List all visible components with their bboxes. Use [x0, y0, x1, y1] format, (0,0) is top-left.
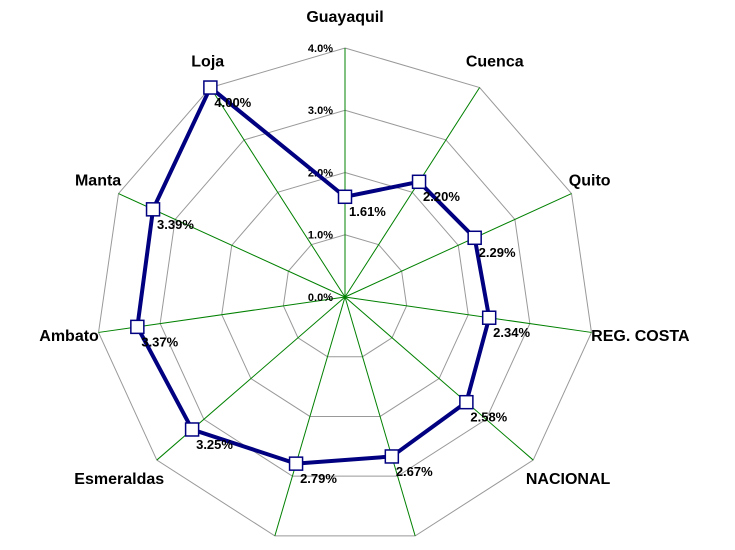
- marker: [411, 174, 427, 190]
- marker: [481, 310, 497, 325]
- marker: [459, 394, 474, 410]
- value-label: 4.00%: [214, 95, 251, 110]
- category-label: Quito: [569, 172, 611, 189]
- grid-ring: [98, 47, 592, 537]
- spoke: [209, 87, 346, 298]
- tick-label: 3.0%: [308, 105, 333, 117]
- spoke: [344, 296, 592, 333]
- spoke: [274, 296, 346, 537]
- value-label: 1.61%: [349, 204, 386, 219]
- tick-label: 0.0%: [308, 292, 333, 304]
- grid-ring: [221, 171, 469, 417]
- grid-ring: [159, 109, 531, 477]
- spoke: [344, 296, 416, 537]
- value-label: 3.25%: [196, 437, 233, 452]
- marker: [184, 422, 200, 437]
- spoke: [344, 193, 572, 298]
- marker: [384, 449, 400, 464]
- category-label: Esmeraldas: [74, 471, 164, 488]
- value-label: 2.67%: [396, 464, 433, 479]
- category-label: NACIONAL: [526, 471, 611, 488]
- spoke: [344, 296, 534, 461]
- marker: [145, 202, 161, 217]
- value-label: 3.39%: [157, 217, 194, 232]
- tick-label: 1.0%: [308, 230, 333, 242]
- spoke: [344, 87, 481, 298]
- series-line: [135, 84, 492, 466]
- value-label: 2.79%: [300, 471, 337, 486]
- category-label: Ambato: [39, 328, 99, 345]
- category-label: Manta: [75, 172, 121, 189]
- value-label: 2.29%: [479, 245, 516, 260]
- category-label: Loja: [191, 54, 224, 71]
- value-label: 2.20%: [423, 189, 460, 204]
- marker: [467, 230, 482, 246]
- value-label: 2.34%: [493, 325, 530, 340]
- category-label: Guayaquil: [306, 9, 383, 26]
- marker: [337, 189, 353, 205]
- category-label: REG. COSTA: [591, 328, 690, 345]
- grid-ring: [282, 234, 408, 358]
- marker: [130, 319, 145, 335]
- tick-label: 4.0%: [308, 43, 333, 55]
- value-label: 3.37%: [141, 334, 178, 349]
- category-label: Cuenca: [466, 54, 524, 71]
- marker: [203, 80, 218, 95]
- value-label: 2.58%: [470, 410, 507, 425]
- marker: [288, 456, 304, 471]
